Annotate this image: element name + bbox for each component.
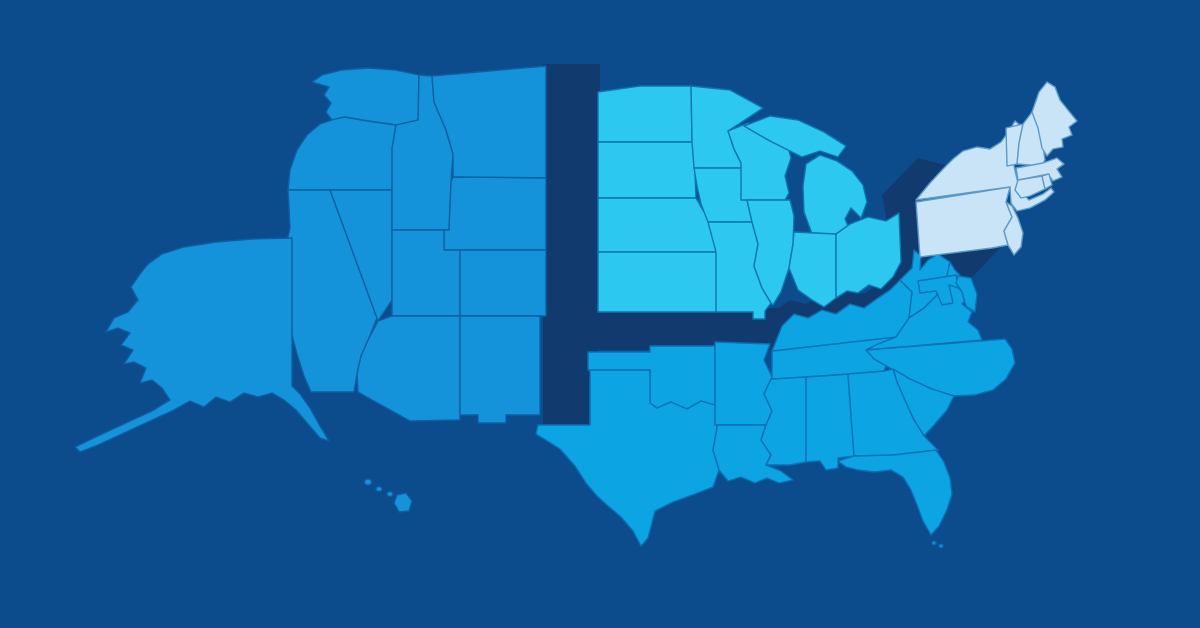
state-south-dakota (597, 141, 697, 199)
state-michigan-upper-peninsula (743, 115, 847, 158)
state-texas (535, 369, 720, 547)
state-montana (431, 65, 547, 179)
state-kansas (597, 251, 722, 313)
state-florida-keys (931, 540, 937, 546)
region-midwest (597, 85, 902, 320)
gap-midwest-south (588, 308, 800, 350)
state-wyoming (443, 176, 547, 251)
state-arkansas (714, 341, 773, 426)
state-ohio (835, 212, 902, 299)
region-northeast (915, 81, 1078, 258)
state-north-dakota (597, 85, 693, 143)
state-colorado (459, 249, 547, 317)
state-delaware-delmarva (955, 275, 978, 313)
state-maine (1031, 81, 1078, 157)
state-new-mexico (459, 315, 541, 424)
gap-west-south (543, 310, 598, 452)
state-nebraska (597, 197, 717, 253)
state-illinois (746, 199, 795, 306)
state-florida-keys-2 (938, 543, 944, 549)
state-hawaii-oahu (375, 485, 383, 493)
state-new-jersey (1003, 201, 1024, 256)
state-florida (837, 449, 953, 536)
state-michigan (802, 154, 868, 241)
state-alabama (805, 373, 855, 471)
state-rhode-island (1041, 173, 1053, 190)
state-hawaii-kauai (363, 478, 373, 486)
state-alaska (74, 237, 330, 453)
state-hawaii-big-island (393, 492, 413, 513)
region-south (535, 249, 1016, 549)
state-arizona (356, 315, 461, 422)
region-west (74, 65, 547, 513)
state-north-carolina (865, 338, 1016, 397)
gap-west-midwest (543, 64, 600, 312)
state-hawaii-maui (386, 490, 394, 498)
